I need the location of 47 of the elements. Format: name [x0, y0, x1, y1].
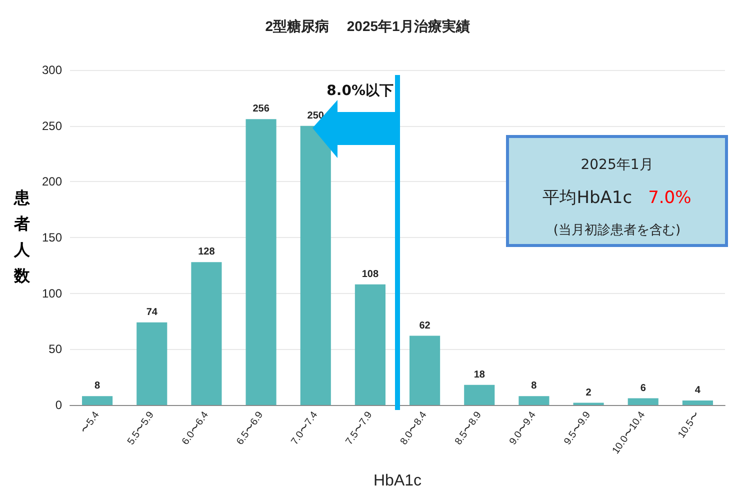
- data-label: 18: [474, 369, 486, 380]
- x-tick-label: 7.0〜7.4: [289, 409, 320, 448]
- bar: [682, 400, 713, 405]
- data-label: 4: [694, 385, 701, 396]
- ref-line-label: 8.0%以下: [326, 83, 394, 99]
- data-label: 250: [307, 110, 324, 122]
- data-label: 74: [146, 306, 158, 318]
- x-tick-label: 9.5〜9.9: [562, 409, 594, 448]
- x-tick-label: 6.0〜6.4: [180, 409, 212, 448]
- y-tick-label: 150: [42, 230, 62, 244]
- y-tick-label: 200: [42, 174, 62, 189]
- bar: [518, 396, 550, 405]
- x-tick-label: 8.5〜8.9: [453, 409, 484, 448]
- data-label: 108: [362, 268, 379, 280]
- chart-title: 2型糖尿病 2025年1月治療実績: [265, 18, 470, 34]
- bar: [246, 119, 276, 405]
- data-label: 128: [198, 246, 216, 258]
- data-label: 2: [586, 387, 592, 398]
- annotation: 平均HbA1c: [542, 187, 632, 209]
- annotation: 2025年1月: [580, 156, 654, 174]
- x-axis-title: HbA1c: [373, 472, 422, 490]
- bar: [191, 262, 222, 405]
- x-tick-label: 5.5〜5.9: [126, 409, 157, 448]
- bar: [354, 284, 386, 405]
- x-tick-label: 7.5〜7.9: [344, 409, 375, 448]
- y-tick-label: 250: [42, 118, 62, 133]
- x-tick-label: 8.0〜8.4: [398, 409, 430, 448]
- bar: [410, 336, 440, 405]
- y-tick-label: 300: [42, 63, 62, 77]
- y-tick-label: 0: [55, 398, 62, 412]
- data-label: 8: [531, 380, 538, 392]
- data-label: 62: [419, 320, 431, 332]
- x-tick-label: 〜5.4: [79, 409, 102, 436]
- data-label: 8: [94, 380, 101, 392]
- y-tick-label: 100: [42, 286, 62, 300]
- bar: [136, 322, 168, 405]
- annotation: 7.0%: [648, 188, 692, 208]
- y-axis-title: 患者人数: [12, 187, 31, 287]
- data-label: 6: [640, 382, 646, 394]
- x-tick-label: 6.5〜6.9: [234, 409, 266, 448]
- x-tick-label: 9.0〜9.4: [508, 409, 539, 448]
- bar: [82, 396, 113, 405]
- y-tick-label: 50: [48, 342, 62, 356]
- annotation: (当月初診患者を含む): [552, 222, 682, 239]
- bar: [628, 398, 658, 405]
- data-label: 256: [252, 104, 270, 115]
- bar: [464, 384, 495, 405]
